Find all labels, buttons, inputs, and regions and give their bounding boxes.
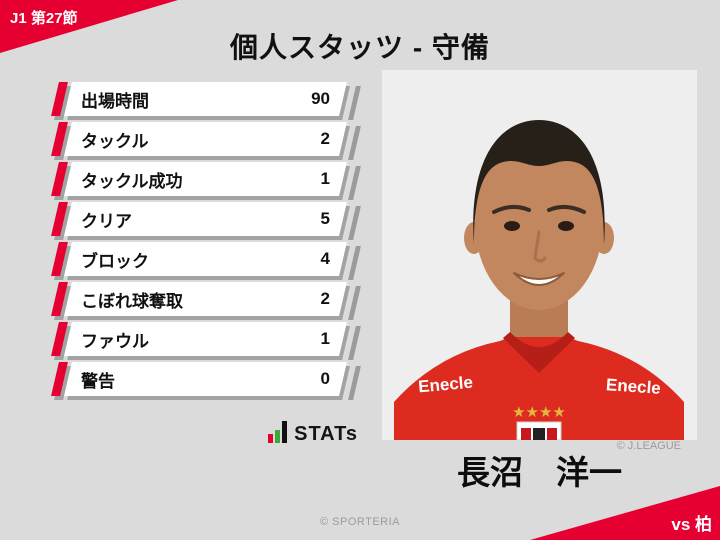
stat-value: 1	[320, 169, 330, 188]
stat-row-fouls: ファウル 1	[51, 322, 361, 360]
stat-label: ブロック	[81, 251, 149, 271]
footer-credit: © SPORTERIA	[319, 516, 401, 528]
stat-label: タックル	[81, 131, 149, 151]
stat-box: 出場時間 90	[64, 82, 347, 116]
matchday-badge-label: J1 第27節	[10, 10, 78, 27]
stat-value: 1	[320, 329, 330, 348]
stat-value: 90	[311, 89, 330, 108]
photo-credit: © J.LEAGUE	[616, 440, 681, 452]
jersey-sponsor-left: Enecle	[417, 373, 473, 397]
stat-slash-decoration	[348, 366, 361, 400]
stat-label: こぼれ球奪取	[81, 291, 183, 311]
stat-value: 4	[320, 249, 330, 268]
opponent-ribbon-label: vs 柏	[671, 515, 712, 534]
stat-label: 警告	[81, 371, 115, 391]
stat-slash-decoration	[348, 86, 361, 120]
stat-value: 0	[320, 369, 330, 388]
player-photo: Enecle Enecle ★★★★	[382, 70, 697, 440]
stat-box: タックル成功 1	[64, 162, 347, 196]
stat-label: ファウル	[81, 331, 149, 351]
player-name: 長沼 洋一	[457, 454, 622, 491]
stat-slash-decoration	[348, 206, 361, 240]
stat-box: タックル 2	[64, 122, 347, 156]
jersey-stars: ★★★★	[512, 403, 566, 421]
stat-row-yellow-cards: 警告 0	[51, 362, 361, 400]
stat-slash-decoration	[348, 166, 361, 200]
stat-slash-decoration	[348, 326, 361, 360]
stat-box: ブロック 4	[64, 242, 347, 276]
stat-row-tackles: タックル 2	[51, 122, 361, 160]
stat-slash-decoration	[348, 286, 361, 320]
stat-value: 5	[320, 209, 330, 228]
page-title: 個人スタッツ - 守備	[230, 32, 490, 63]
stat-slash-decoration	[348, 126, 361, 160]
stat-box: 警告 0	[64, 362, 347, 396]
stat-label: クリア	[81, 211, 132, 231]
stat-box: クリア 5	[64, 202, 347, 236]
stat-label: 出場時間	[81, 91, 149, 111]
stat-row-blocks: ブロック 4	[51, 242, 361, 280]
stat-label: タックル成功	[81, 171, 183, 191]
stats-logo-label: STATs	[294, 422, 358, 445]
stat-value: 2	[320, 129, 330, 148]
stat-row-tackles-won: タックル成功 1	[51, 162, 361, 200]
stat-box: ファウル 1	[64, 322, 347, 356]
stat-value: 2	[320, 289, 330, 308]
stat-box: こぼれ球奪取 2	[64, 282, 347, 316]
stat-row-clearances: クリア 5	[51, 202, 361, 240]
stats-brand-logo: STATs	[55, 421, 358, 445]
club-crest-icon	[516, 421, 562, 440]
player-portrait-illustration: Enecle Enecle ★★★★	[382, 70, 697, 440]
stat-row-loose-ball-recoveries: こぼれ球奪取 2	[51, 282, 361, 320]
bar-chart-icon	[268, 421, 288, 443]
stats-list: 出場時間 90 タックル 2 タックル成功 1	[51, 82, 361, 402]
stat-row-playing-time: 出場時間 90	[51, 82, 361, 120]
opponent-ribbon: vs 柏	[530, 486, 720, 540]
stat-slash-decoration	[348, 246, 361, 280]
jersey-sponsor-right: Enecle	[605, 375, 661, 398]
